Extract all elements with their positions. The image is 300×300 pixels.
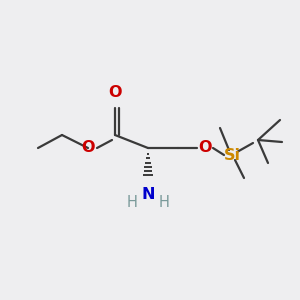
Text: O: O xyxy=(108,85,122,100)
Text: N: N xyxy=(141,187,155,202)
Text: H: H xyxy=(127,195,137,210)
Text: H: H xyxy=(159,195,170,210)
Text: Si: Si xyxy=(224,148,241,163)
Text: O: O xyxy=(81,140,95,155)
Text: O: O xyxy=(198,140,212,155)
